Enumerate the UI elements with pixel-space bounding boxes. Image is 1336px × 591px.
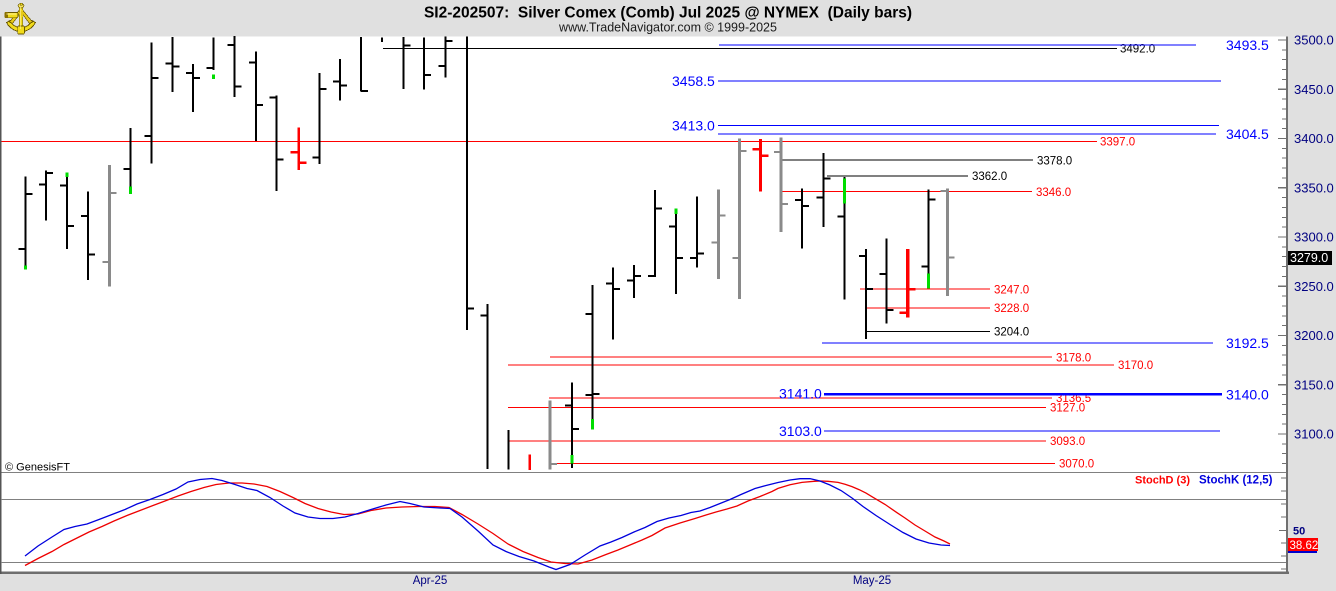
svg-text:StochK (12,5): StochK (12,5)	[1199, 475, 1273, 487]
svg-text:StochD (3): StochD (3)	[1135, 475, 1190, 487]
svg-text:3500.0: 3500.0	[1294, 33, 1334, 48]
svg-text:3350.0: 3350.0	[1294, 180, 1334, 195]
svg-text:3100.0: 3100.0	[1294, 427, 1334, 442]
svg-text:3346.0: 3346.0	[1036, 187, 1071, 199]
svg-text:3204.0: 3204.0	[994, 327, 1029, 339]
svg-text:3458.5: 3458.5	[672, 73, 715, 89]
svg-text:3250.0: 3250.0	[1294, 279, 1334, 294]
svg-text:3300.0: 3300.0	[1294, 230, 1334, 245]
svg-text:3400.0: 3400.0	[1294, 131, 1334, 146]
svg-text:3141.0: 3141.0	[779, 386, 822, 402]
svg-text:3247.0: 3247.0	[994, 284, 1029, 296]
svg-text:3136.5: 3136.5	[1056, 393, 1091, 405]
svg-text:50: 50	[1293, 526, 1305, 538]
svg-text:3192.5: 3192.5	[1226, 335, 1269, 351]
svg-text:3200.0: 3200.0	[1294, 328, 1334, 343]
svg-text:3093.0: 3093.0	[1050, 436, 1085, 448]
svg-text:3170.0: 3170.0	[1118, 360, 1153, 372]
svg-text:3140.0: 3140.0	[1226, 387, 1269, 403]
svg-text:38.62: 38.62	[1290, 540, 1319, 552]
svg-text:Apr-25: Apr-25	[413, 575, 448, 587]
svg-text:3150.0: 3150.0	[1294, 377, 1334, 392]
svg-text:SI2-202507: Silver Comex (Com: SI2-202507: Silver Comex (Comb) Jul 2025…	[424, 5, 912, 22]
svg-text:3450.0: 3450.0	[1294, 82, 1334, 97]
svg-text:3413.0: 3413.0	[672, 118, 715, 134]
svg-text:www.TradeNavigator.com © 1999-: www.TradeNavigator.com © 1999-2025	[558, 21, 777, 35]
svg-text:3378.0: 3378.0	[1037, 155, 1072, 167]
svg-text:3178.0: 3178.0	[1056, 352, 1091, 364]
svg-text:3362.0: 3362.0	[972, 171, 1007, 183]
svg-text:3493.5: 3493.5	[1226, 37, 1269, 53]
svg-text:3279.0: 3279.0	[1290, 251, 1328, 265]
svg-text:3404.5: 3404.5	[1226, 126, 1269, 142]
svg-text:3492.0: 3492.0	[1120, 44, 1155, 56]
svg-text:3397.0: 3397.0	[1100, 137, 1135, 149]
svg-text:© GenesisFT: © GenesisFT	[5, 462, 70, 474]
svg-text:3103.0: 3103.0	[779, 423, 822, 439]
svg-text:3070.0: 3070.0	[1059, 459, 1094, 471]
svg-text:3127.0: 3127.0	[1050, 403, 1085, 415]
svg-text:3228.0: 3228.0	[994, 303, 1029, 315]
svg-text:May-25: May-25	[853, 575, 891, 587]
